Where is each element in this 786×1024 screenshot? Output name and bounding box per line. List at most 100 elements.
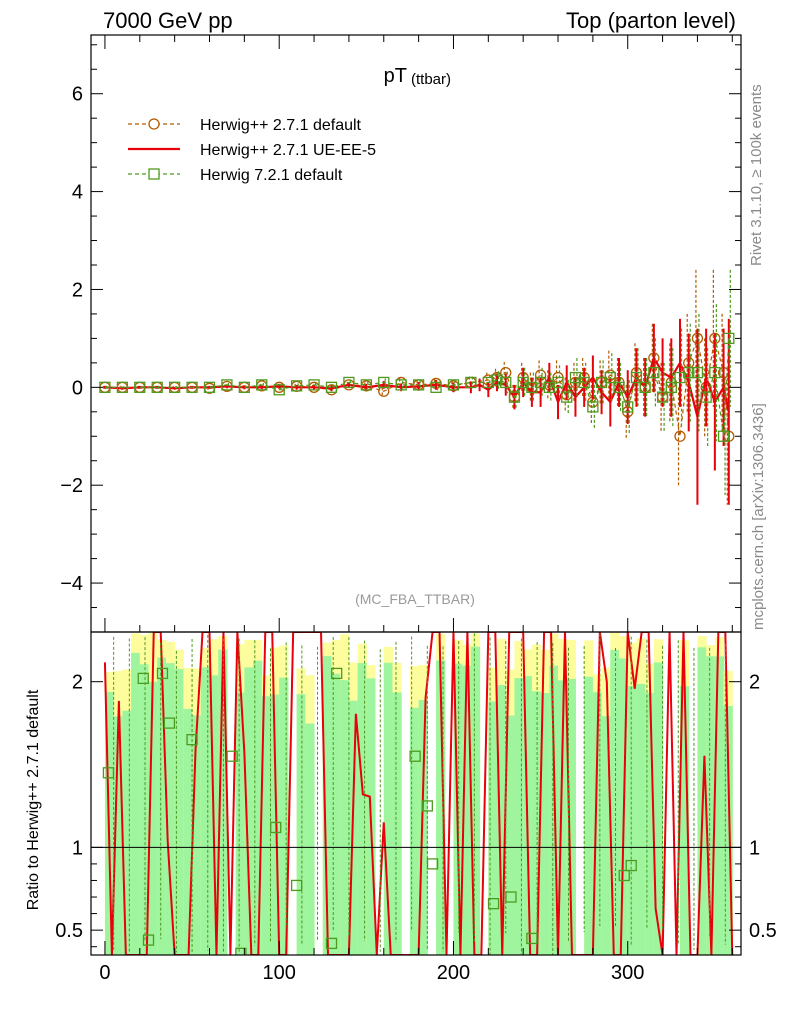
ratio-band-inner xyxy=(296,694,306,955)
series-point xyxy=(203,381,216,393)
legend-label: Herwig++ 2.7.1 default xyxy=(200,117,362,134)
y-tick-label: 2 xyxy=(72,279,83,301)
series-point xyxy=(221,379,233,391)
axis-ticks xyxy=(91,35,741,955)
series-point xyxy=(256,379,268,391)
series-point xyxy=(378,376,390,389)
series-2 xyxy=(99,269,735,495)
ratio-band-inner xyxy=(714,656,725,955)
main-frame xyxy=(90,34,742,633)
ratio-point xyxy=(409,750,421,762)
ratio-y-tick-label: 2 xyxy=(72,672,83,694)
series-point xyxy=(308,379,320,391)
y-tick-label: −2 xyxy=(60,475,83,497)
ratio-point xyxy=(163,717,176,729)
ratio-band-inner xyxy=(592,692,603,955)
series-point xyxy=(465,376,477,389)
header-process: Top (parton level) xyxy=(566,8,736,33)
ratio-band-inner xyxy=(157,657,167,955)
ratio-point xyxy=(186,734,198,746)
series-point xyxy=(412,379,425,391)
ratio-band-inner xyxy=(279,677,289,955)
series-point xyxy=(491,374,503,386)
ratio-band-inner xyxy=(470,646,481,955)
ratio-y-tick-label-right: 0.5 xyxy=(749,920,777,942)
ratio-point xyxy=(102,767,115,779)
side-rivet-label: Rivet 3.1.10, ≥ 100k events xyxy=(748,84,765,266)
ratio-y-tick-label: 0.5 xyxy=(55,920,83,942)
ratio-point xyxy=(137,672,149,685)
series-point xyxy=(683,366,695,379)
ratio-band-inner xyxy=(261,696,271,955)
ratio-band-inner xyxy=(218,649,228,955)
ratio-point xyxy=(505,891,517,903)
ratio-point xyxy=(235,947,247,955)
series-line xyxy=(104,338,730,437)
side-source-label: mcplots.cern.ch [arXiv:1306.3436] xyxy=(750,403,767,630)
ratio-band-inner xyxy=(322,656,332,955)
series-point xyxy=(630,371,643,384)
series-point xyxy=(360,379,372,391)
y-tick-label: 6 xyxy=(72,84,83,106)
ratio-band-inner xyxy=(514,678,524,955)
series-point xyxy=(709,366,721,379)
legend: Herwig++ 2.7.1 default Herwig++ 2.7.1 UE-… xyxy=(128,117,376,184)
y-tick-label: −4 xyxy=(60,573,83,595)
x-tick-label: 100 xyxy=(263,962,296,984)
series-point xyxy=(656,391,669,403)
series-point xyxy=(151,381,163,393)
ratio-point xyxy=(226,750,238,762)
header-energy: 7000 GeV pp xyxy=(103,8,233,33)
ratio-content xyxy=(91,632,741,955)
ratio-band-inner xyxy=(392,692,402,955)
series-point xyxy=(430,381,442,393)
series-point xyxy=(604,371,616,384)
ratio-point xyxy=(331,667,343,680)
series-point xyxy=(648,366,660,379)
series-point xyxy=(552,376,564,389)
ratio-band-inner xyxy=(305,723,315,955)
ratio-band-inner xyxy=(113,716,123,955)
series-point xyxy=(116,381,129,393)
series-point xyxy=(613,381,625,393)
ratio-band-inner xyxy=(244,667,254,955)
ratio-band-inner xyxy=(636,683,646,955)
ratio-band-inner xyxy=(200,667,210,955)
series-point xyxy=(622,401,634,413)
ratio-band-inner xyxy=(584,676,594,955)
series-point xyxy=(325,381,338,393)
ratio-point xyxy=(270,821,282,834)
axis-tick-labels: −4 −2 0 2 4 6 0.5 0.5 1 1 2 2 0 100 200 300 xyxy=(55,84,777,984)
ratio-band-inner xyxy=(383,662,393,955)
ratio-point xyxy=(426,858,439,870)
ratio-band-inner xyxy=(165,663,176,955)
ratio-band-inner xyxy=(601,716,611,955)
ratio-band-inner xyxy=(192,715,202,955)
ratio-band-inner xyxy=(436,660,446,955)
series-point xyxy=(700,391,712,403)
chart-title-sub: (ttbar) xyxy=(411,71,451,88)
ratio-frame xyxy=(90,631,742,956)
ratio-point xyxy=(325,937,338,950)
ratio-band-inner xyxy=(357,663,367,955)
ratio-y-tick-label-right: 2 xyxy=(749,672,760,694)
ratio-point xyxy=(290,879,303,892)
series-point xyxy=(343,376,355,389)
series-point xyxy=(447,379,460,391)
ratio-band-inner xyxy=(610,649,620,955)
ratio-band-inner xyxy=(627,685,637,955)
ratio-band-inner xyxy=(131,652,141,955)
legend-marker xyxy=(148,118,160,130)
series-point xyxy=(238,381,251,393)
main-series-layer xyxy=(99,269,735,505)
series-point xyxy=(290,380,303,392)
ratio-point xyxy=(421,800,433,812)
ratio-band-inner xyxy=(558,680,568,955)
ratio-band-inner xyxy=(706,656,716,955)
x-tick-label: 200 xyxy=(437,962,470,984)
ratio-band-inner xyxy=(418,699,428,955)
series-point xyxy=(717,430,730,442)
chart-title: pT xyxy=(384,65,407,87)
ratio-y-tick-label: 1 xyxy=(72,837,83,859)
ratio-band-inner xyxy=(139,664,150,955)
